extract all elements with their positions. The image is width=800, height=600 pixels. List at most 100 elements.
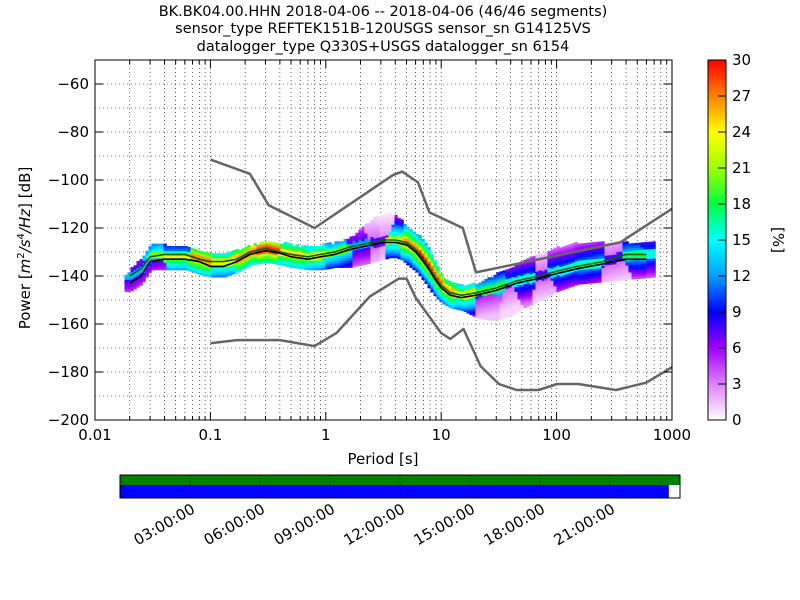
histogram-cell	[436, 292, 440, 295]
histogram-cell	[298, 249, 302, 253]
histogram-cell	[586, 259, 590, 263]
histogram-cell	[538, 291, 542, 295]
histogram-cell	[517, 282, 521, 286]
histogram-cell	[565, 247, 569, 251]
histogram-cell	[289, 260, 293, 263]
histogram-cell	[202, 265, 206, 269]
histogram-cell	[430, 275, 434, 279]
histogram-cell	[478, 301, 482, 305]
histogram-cell	[175, 250, 179, 254]
histogram-cell	[340, 255, 344, 259]
histogram-cell	[367, 225, 371, 229]
histogram-cell	[625, 241, 629, 244]
histogram-cell	[343, 241, 347, 244]
histogram-cell	[529, 261, 533, 265]
histogram-cell	[550, 275, 554, 279]
histogram-cell	[253, 262, 257, 265]
histogram-cell	[535, 285, 539, 289]
histogram-cell	[571, 269, 575, 273]
histogram-cell	[163, 243, 167, 247]
histogram-cell	[469, 295, 473, 299]
histogram-cell	[157, 246, 161, 249]
histogram-cell	[580, 276, 584, 280]
histogram-cell	[202, 270, 206, 274]
histogram-cell	[613, 264, 617, 267]
histogram-cell	[376, 251, 380, 255]
histogram-cell	[130, 283, 134, 287]
histogram-cell	[397, 222, 401, 226]
histogram-cell	[565, 271, 569, 275]
histogram-cell	[514, 296, 518, 300]
histogram-cell	[559, 273, 563, 277]
histogram-cell	[385, 254, 389, 257]
histogram-cell	[397, 246, 401, 250]
histogram-cell	[319, 248, 323, 252]
histogram-cell	[622, 243, 626, 247]
histogram-cell	[208, 271, 212, 275]
histogram-cell	[184, 267, 188, 271]
histogram-cell	[550, 249, 554, 252]
histogram-cell	[232, 250, 236, 253]
histogram-cell	[634, 245, 638, 248]
histogram-cell	[382, 223, 386, 227]
histogram-cell	[367, 227, 371, 231]
histogram-cell	[553, 290, 557, 294]
histogram-cell	[319, 265, 323, 268]
histogram-cell	[466, 289, 470, 292]
histogram-cell	[514, 310, 518, 314]
histogram-cell	[649, 270, 653, 274]
histogram-cell	[400, 257, 404, 261]
histogram-cell	[580, 269, 584, 273]
histogram-cell	[409, 260, 413, 264]
histogram-cell	[424, 250, 428, 253]
histogram-cell	[139, 278, 143, 281]
histogram-cell	[304, 259, 308, 263]
histogram-cell	[229, 260, 233, 264]
histogram-cell	[175, 262, 179, 266]
histogram-cell	[202, 268, 206, 271]
histogram-cell	[361, 231, 365, 235]
histogram-cell	[625, 274, 629, 278]
histogram-cell	[562, 265, 566, 269]
histogram-cell	[649, 263, 653, 266]
histogram-cell	[328, 247, 332, 250]
histogram-cell	[610, 269, 614, 272]
histogram-cell	[502, 272, 506, 276]
histogram-cell	[574, 251, 578, 255]
histogram-cell	[412, 265, 416, 268]
histogram-cell	[463, 287, 467, 291]
histogram-cell	[460, 284, 464, 287]
histogram-cell	[643, 256, 647, 260]
histogram-cell	[517, 301, 521, 305]
histogram-cell	[265, 255, 269, 259]
histogram-cell	[421, 248, 425, 252]
histogram-cell	[604, 277, 608, 280]
histogram-cell	[502, 303, 506, 307]
histogram-cell	[643, 254, 647, 257]
histogram-cell	[214, 258, 218, 261]
histogram-cell	[325, 257, 329, 260]
histogram-cell	[358, 263, 362, 266]
histogram-cell	[142, 257, 146, 261]
histogram-cell	[517, 277, 521, 281]
histogram-cell	[208, 255, 212, 258]
histogram-cell	[574, 266, 578, 269]
histogram-cell	[634, 264, 638, 268]
histogram-cell	[184, 260, 188, 264]
histogram-cell	[400, 245, 404, 249]
histogram-cell	[271, 261, 275, 265]
histogram-cell	[646, 256, 650, 259]
histogram-cell	[316, 258, 320, 261]
histogram-cell	[226, 254, 230, 258]
histogram-cell	[433, 288, 437, 292]
histogram-cell	[406, 262, 410, 266]
histogram-cell	[652, 253, 656, 257]
histogram-cell	[229, 253, 233, 257]
histogram-cell	[496, 303, 500, 307]
histogram-cell	[259, 244, 263, 248]
histogram-cell	[508, 309, 512, 312]
histogram-cell	[514, 267, 518, 271]
histogram-cell	[268, 251, 272, 254]
histogram-cell	[607, 274, 611, 277]
histogram-cell	[283, 241, 287, 245]
